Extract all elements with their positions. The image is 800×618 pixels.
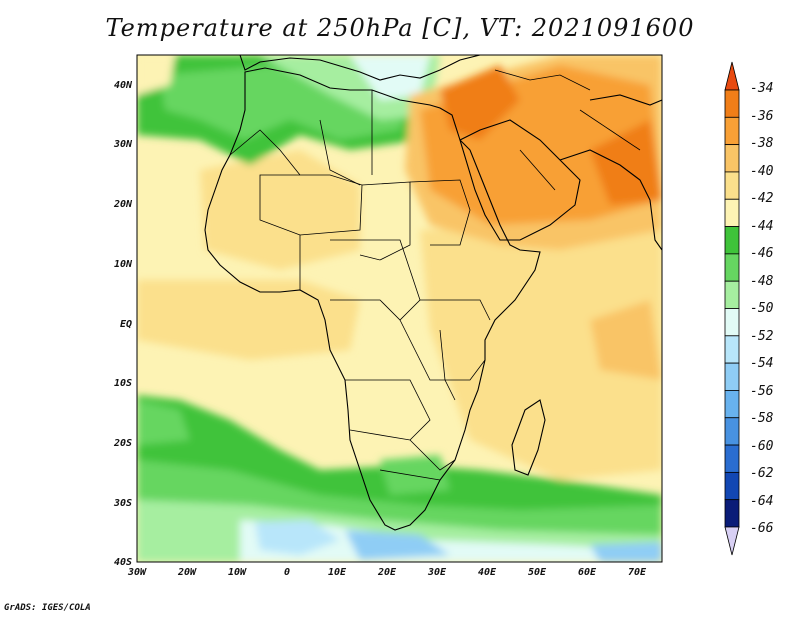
colorbar-segment xyxy=(724,499,740,528)
colorbar-segment xyxy=(724,226,740,255)
lat-label: 20S xyxy=(113,438,132,449)
colorbar-label: -50 xyxy=(750,301,774,316)
coastlines xyxy=(204,55,662,531)
colorbar-segment xyxy=(724,144,740,173)
lon-label: 30W xyxy=(127,567,147,578)
colorbar-segment xyxy=(724,390,740,419)
temperature-field xyxy=(137,55,662,562)
lon-label: 20E xyxy=(377,567,397,578)
lon-label: 0 xyxy=(283,567,291,578)
lon-label: 40E xyxy=(477,567,497,578)
lat-label: EQ xyxy=(119,319,132,330)
colorbar-label: -42 xyxy=(750,191,774,206)
colorbar-label: -62 xyxy=(750,466,774,481)
lat-label: 40N xyxy=(113,80,132,91)
colorbar-segment xyxy=(724,198,740,227)
lon-label: 20W xyxy=(177,567,197,578)
colorbar-label: -38 xyxy=(750,136,774,151)
map-frame xyxy=(136,54,663,563)
colorbar-segment xyxy=(724,116,740,146)
colorbar-segment xyxy=(724,362,740,391)
colorbar-top-arrow xyxy=(724,61,740,91)
colorbar-label: -44 xyxy=(750,219,774,234)
lon-label: 10E xyxy=(327,567,347,578)
colorbar-label: -34 xyxy=(750,81,774,96)
lat-label: 30N xyxy=(113,139,132,150)
colorbar-label: -56 xyxy=(750,384,774,399)
colorbar-label: -60 xyxy=(750,439,774,454)
lat-label: 10N xyxy=(113,259,132,270)
credit-text: GrADS: IGES/COLA xyxy=(4,603,91,613)
colorbar-label: -64 xyxy=(750,494,774,509)
colorbar-segment xyxy=(724,308,740,337)
colorbar-label: -36 xyxy=(750,109,774,124)
lon-label: 50E xyxy=(527,567,547,578)
chart-title: Temperature at 250hPa [C], VT: 202109160… xyxy=(105,14,695,42)
colorbar-label: -58 xyxy=(750,411,774,426)
colorbar-segment xyxy=(724,335,740,364)
colorbar-label: -66 xyxy=(750,521,774,536)
colorbar-segment xyxy=(724,89,740,118)
colorbar-segment xyxy=(724,280,740,309)
lat-label: 40S xyxy=(113,557,132,568)
colorbar-label: -48 xyxy=(750,274,774,289)
lon-label: 70E xyxy=(627,567,647,578)
colorbar xyxy=(724,61,740,556)
lat-label: 30S xyxy=(113,498,132,509)
colorbar-segment xyxy=(724,171,740,200)
lat-label: 10S xyxy=(113,378,132,389)
colorbar-label: -46 xyxy=(750,246,774,261)
colorbar-segment xyxy=(724,417,740,446)
lon-label: 10W xyxy=(227,567,247,578)
colorbar-label: -40 xyxy=(750,164,774,179)
colorbar-bottom-arrow xyxy=(724,526,740,556)
colorbar-segment xyxy=(724,253,740,282)
colorbar-segment xyxy=(724,444,740,473)
lon-label: 30E xyxy=(427,567,447,578)
borders xyxy=(229,69,641,481)
colorbar-label: -52 xyxy=(750,329,774,344)
colorbar-segment xyxy=(724,471,740,501)
lon-label: 60E xyxy=(577,567,597,578)
lat-label: 20N xyxy=(113,199,132,210)
colorbar-label: -54 xyxy=(750,356,774,371)
